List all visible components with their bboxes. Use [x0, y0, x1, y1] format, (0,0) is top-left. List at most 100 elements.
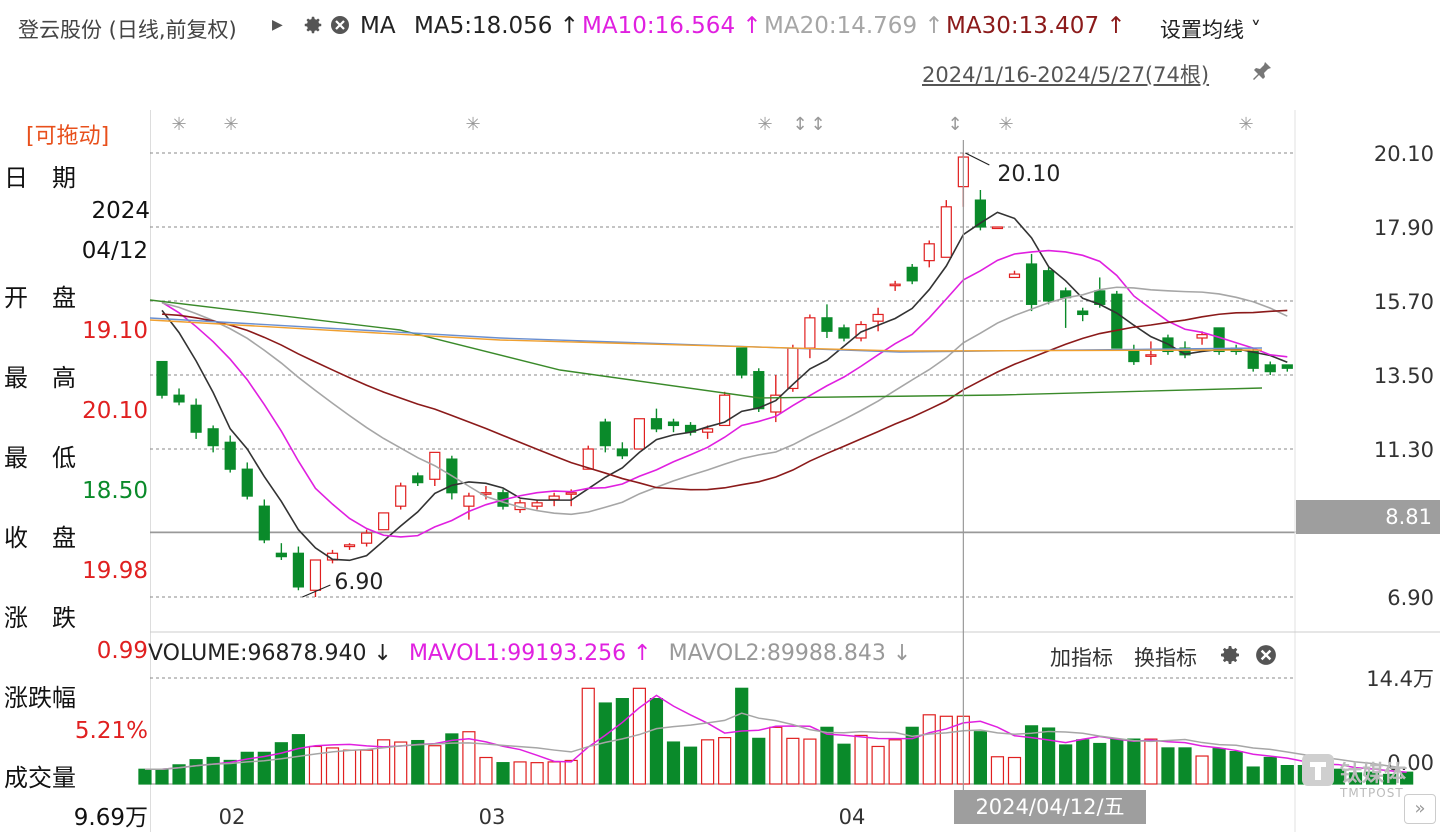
- candle-body: [531, 502, 543, 507]
- date-monthday: 04/12: [81, 238, 148, 264]
- candle: [361, 529, 373, 547]
- candle-body: [361, 532, 373, 544]
- volume-bar: [922, 714, 936, 785]
- low-annotation: 6.90: [334, 570, 383, 595]
- candle: [804, 314, 816, 359]
- candle: [292, 546, 304, 591]
- candle: [719, 391, 731, 427]
- candle: [616, 442, 628, 460]
- candle-body: [650, 418, 663, 430]
- volume-bar: [496, 762, 510, 785]
- candle-body: [701, 428, 714, 433]
- volume-bar: [803, 738, 817, 785]
- volume-bar: [513, 761, 527, 785]
- ma-settings-gear-icon[interactable]: [302, 14, 324, 40]
- candle-body: [872, 313, 884, 322]
- expand-right-icon[interactable]: »: [1404, 794, 1436, 824]
- close-label: 收 盘: [4, 524, 76, 552]
- candle: [1025, 253, 1038, 312]
- volume-bar: [308, 745, 323, 785]
- volume-ma-line: [144, 694, 1407, 773]
- ma-line: [149, 299, 1263, 399]
- event-marker-icon: ✳: [465, 114, 480, 135]
- volume-bar: [138, 768, 152, 785]
- candle: [1281, 364, 1293, 372]
- ma-label: MA: [360, 13, 396, 39]
- candle: [650, 408, 663, 433]
- candle-body: [378, 512, 390, 531]
- pct-value: 5.21%: [74, 718, 148, 744]
- candle-body: [1042, 270, 1055, 302]
- volume-bar: [530, 762, 544, 785]
- time-axis: 02 03 04: [219, 805, 866, 829]
- volume-bar: [547, 761, 561, 785]
- expand-arrow-icon[interactable]: ▶: [272, 17, 283, 33]
- event-marker-icon: ↕: [810, 114, 825, 135]
- volume-ma-lines: [144, 694, 1407, 773]
- volume-bar: [360, 749, 374, 785]
- candle: [889, 280, 901, 291]
- indicator-settings-gear-icon[interactable]: [1218, 643, 1242, 671]
- volume-bar: [666, 741, 681, 785]
- volume-bar: [394, 741, 408, 785]
- candle-body: [463, 495, 475, 507]
- volume-tick-label: 0.00: [1387, 751, 1434, 775]
- candle-body: [838, 327, 850, 339]
- event-marker-icon: ✳: [171, 114, 186, 135]
- price-tick-label: 17.90: [1374, 216, 1434, 240]
- volume-bar: [155, 768, 169, 785]
- tmtpost-logo-icon: [1300, 752, 1336, 792]
- time-tick-label: 04: [839, 805, 866, 829]
- candle: [395, 482, 407, 510]
- volume-bar: [683, 746, 698, 785]
- add-indicator-button[interactable]: 加指标: [1050, 646, 1113, 670]
- candle: [906, 264, 918, 285]
- open-label: 开 盘: [4, 284, 76, 312]
- volume-tick-label: 14.4万: [1366, 667, 1434, 691]
- volume-bars: [138, 687, 1414, 785]
- volume-bar: [1059, 744, 1073, 785]
- switch-indicator-button[interactable]: 换指标: [1134, 646, 1197, 670]
- time-tick-label: 02: [219, 805, 246, 829]
- volume-bar: [1229, 751, 1243, 785]
- date-range-link[interactable]: 2024/1/16-2024/5/27(74根): [922, 63, 1210, 87]
- candle-body: [275, 552, 287, 558]
- candle: [974, 190, 987, 231]
- low-value: 18.50: [82, 478, 148, 504]
- set-ma-button[interactable]: 设置均线 ˅: [1160, 18, 1262, 42]
- candle-body: [241, 468, 253, 497]
- volume-bar: [342, 749, 357, 785]
- candle-body: [224, 441, 236, 470]
- volume-bar: [377, 739, 391, 785]
- indicator-close-icon[interactable]: [1255, 644, 1277, 670]
- pin-icon[interactable]: [1250, 59, 1274, 87]
- volume-bar: [1382, 773, 1397, 785]
- ma-line: [161, 249, 1288, 538]
- candle: [1060, 287, 1072, 328]
- mavol1-text: MAVOL1:99193.256 ↑: [408, 641, 652, 666]
- volume-bar: [718, 737, 732, 785]
- ma-lines: 20.10 6.90: [149, 152, 1288, 598]
- candle-body: [207, 428, 219, 447]
- volume-bar: [1263, 756, 1277, 785]
- candle: [275, 543, 287, 560]
- ma-legend-item: MA20:14.769 ↑: [764, 13, 944, 39]
- price-tick-label: 15.70: [1374, 290, 1434, 314]
- volume-bar: [1280, 764, 1294, 785]
- ma-close-icon[interactable]: [330, 15, 350, 39]
- candle-body: [616, 448, 628, 457]
- watermark-subtext: TMTPOST: [1340, 786, 1404, 800]
- candle: [1111, 290, 1123, 349]
- candle-body: [906, 266, 918, 282]
- drag-label[interactable]: [可拖动]: [26, 124, 110, 149]
- volume-bar: [871, 745, 885, 785]
- candle-body: [1196, 334, 1208, 339]
- time-tick-label: 03: [479, 805, 506, 829]
- event-marker-icon: ↕: [792, 114, 807, 135]
- stock-title[interactable]: 登云股份 (日线,前复权): [18, 18, 237, 42]
- candle: [633, 418, 646, 450]
- candle-body: [582, 448, 594, 470]
- volume-bar: [172, 764, 186, 785]
- candle-body: [991, 226, 1004, 230]
